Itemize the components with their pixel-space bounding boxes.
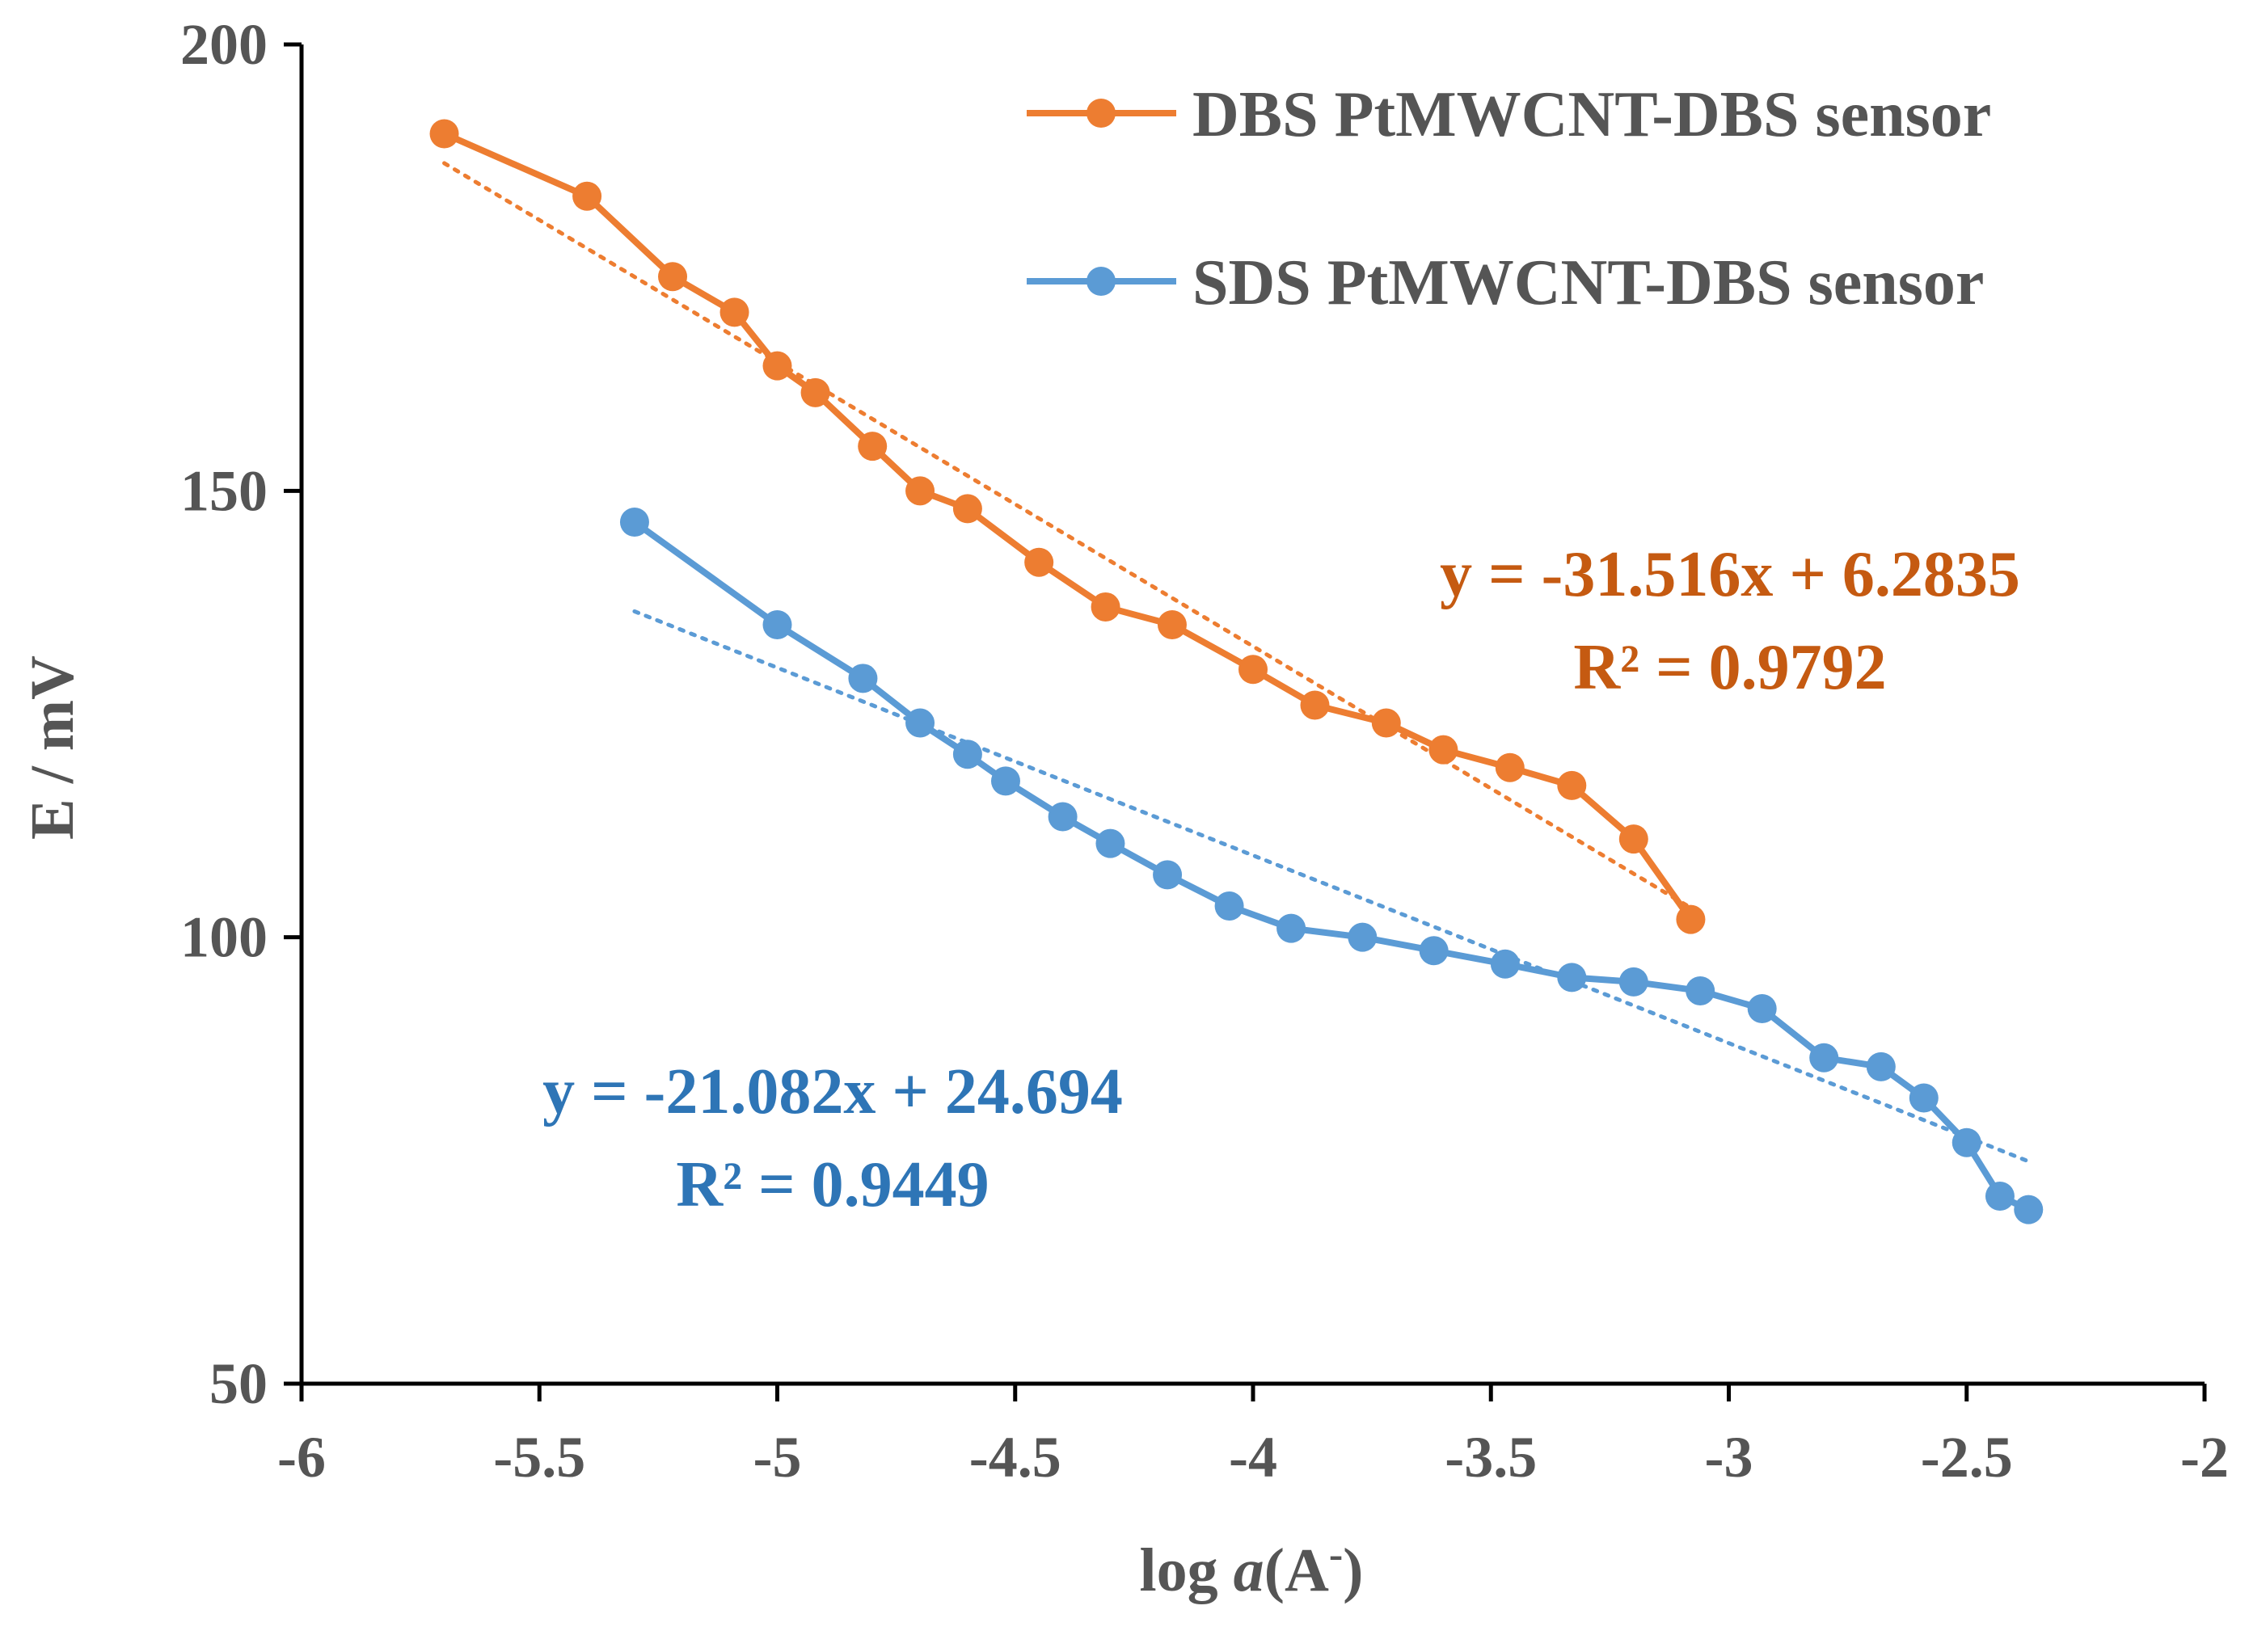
sds-trendline xyxy=(632,609,2031,1164)
dbs-trendline-equation: y = -31.516x + 6.2835 xyxy=(1440,539,2020,610)
x-axis-title-close: ) xyxy=(1343,1536,1363,1604)
sds-data-point xyxy=(1419,936,1449,966)
sds-data-point xyxy=(1747,994,1777,1024)
y-axis-title: E / mV xyxy=(19,655,86,840)
x-tick-label: -3 xyxy=(1705,1425,1753,1490)
sds-data-point xyxy=(1214,891,1244,921)
sds-data-point xyxy=(848,664,878,693)
sds-data-point xyxy=(1618,967,1648,997)
y-tick-label: 50 xyxy=(209,1351,268,1416)
dbs-data-point xyxy=(1300,690,1330,720)
legend: DBS PtMWCNT-DBS sensor SDS PtMWCNT-DBS se… xyxy=(1027,79,1991,318)
dbs-trendline xyxy=(442,161,1693,910)
sds-data-point xyxy=(1866,1051,1896,1081)
sds-data-point xyxy=(619,507,649,537)
x-tick-label: -2.5 xyxy=(1921,1425,2013,1490)
x-axis-title: log a(A-) xyxy=(1140,1532,1364,1605)
dbs-data-point xyxy=(1157,610,1187,640)
dbs-data-point xyxy=(1024,547,1054,577)
dbs-data-point xyxy=(1238,655,1268,685)
sds-data-point xyxy=(1952,1127,1981,1157)
dbs-data-point xyxy=(1618,824,1648,854)
dbs-legend-label: DBS PtMWCNT-DBS sensor xyxy=(1192,79,1991,150)
x-axis-title-superscript: - xyxy=(1329,1532,1343,1578)
sds-trendline-equation: y = -21.082x + 24.694 xyxy=(542,1056,1123,1127)
sds-data-point xyxy=(1557,963,1587,992)
dbs-data-point xyxy=(658,262,688,292)
sds-data-point xyxy=(1348,922,1378,952)
data-series xyxy=(429,119,2044,1224)
dbs-data-point xyxy=(1495,752,1525,782)
dbs-data-point xyxy=(429,119,459,149)
dbs-data-point xyxy=(905,476,935,506)
x-tick-label: -4 xyxy=(1229,1425,1277,1490)
dbs-legend-marker xyxy=(1087,99,1116,128)
trendlines xyxy=(442,161,2031,1164)
dbs-trendline-r2: R² = 0.9792 xyxy=(1573,632,1886,703)
y-tick-label: 200 xyxy=(180,12,268,77)
dbs-data-point xyxy=(800,377,830,407)
sds-data-point xyxy=(1048,802,1078,832)
sds-data-point xyxy=(1095,828,1125,858)
dbs-data-point xyxy=(1557,770,1587,800)
dbs-data-point xyxy=(1676,904,1706,934)
dbs-data-point xyxy=(572,181,602,211)
sds-trendline-r2: R² = 0.9449 xyxy=(676,1149,989,1220)
sds-data-point xyxy=(762,610,792,640)
dbs-data-point xyxy=(1371,708,1401,738)
sds-data-point xyxy=(905,708,935,738)
sds-legend-marker xyxy=(1087,267,1116,296)
sds-data-point xyxy=(1909,1083,1939,1113)
x-tick-label: -6 xyxy=(277,1425,326,1490)
sds-data-point xyxy=(1153,860,1183,890)
sds-data-point xyxy=(1809,1043,1839,1073)
sds-data-point xyxy=(1985,1182,2015,1212)
sds-data-point xyxy=(952,740,982,769)
sds-data-point xyxy=(1686,976,1715,1005)
y-tick-label: 150 xyxy=(180,458,268,523)
x-tick-label: -3.5 xyxy=(1445,1425,1537,1490)
dbs-data-point xyxy=(952,494,982,524)
x-axis-title-variable: a xyxy=(1234,1536,1264,1604)
sds-data-point xyxy=(990,766,1020,796)
sds-data-point xyxy=(2014,1195,2044,1224)
axes: 50 100 150 200 -6 -5.5 -5 -4.5 -4 -3.5 -3 -2.5 -2 xyxy=(180,12,2229,1490)
x-tick-label: -5.5 xyxy=(493,1425,585,1490)
x-tick-label: -2 xyxy=(2180,1425,2229,1490)
sds-legend-label: SDS PtMWCNT-DBS sensor xyxy=(1192,247,1984,318)
x-axis-title-prefix: log xyxy=(1140,1536,1234,1604)
sds-data-point xyxy=(1276,913,1306,943)
dbs-data-point xyxy=(1091,592,1120,622)
dbs-data-point xyxy=(762,351,792,381)
dbs-data-point xyxy=(858,432,888,461)
y-tick-label: 100 xyxy=(180,905,268,970)
dbs-data-point xyxy=(719,297,749,327)
dbs-data-point xyxy=(1428,735,1458,765)
x-tick-label: -5 xyxy=(753,1425,802,1490)
x-axis-title-open: (A xyxy=(1264,1536,1329,1604)
x-tick-label: -4.5 xyxy=(969,1425,1061,1490)
sds-data-point xyxy=(1490,949,1520,979)
